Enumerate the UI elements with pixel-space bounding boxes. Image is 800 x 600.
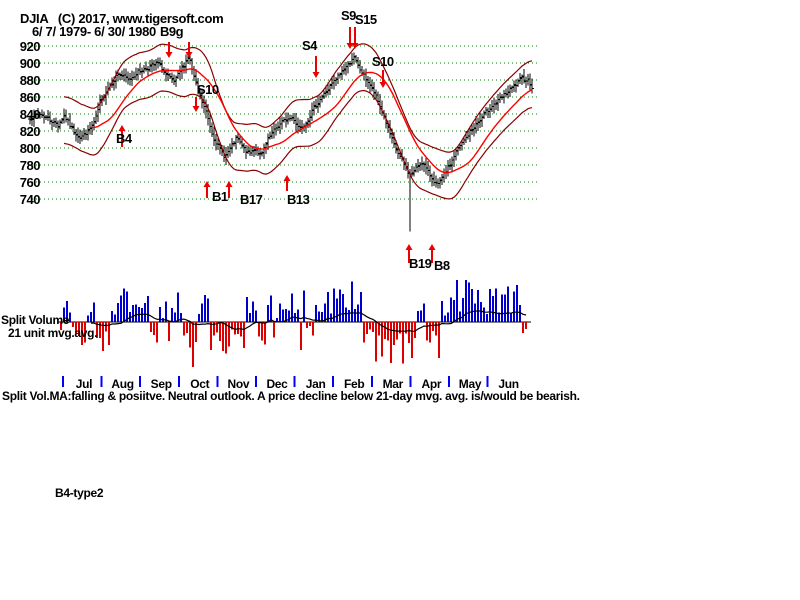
month-label: Jul	[75, 377, 93, 391]
signal-label-s10: S10	[372, 54, 394, 69]
split-volume-bars	[58, 280, 531, 367]
price-moving-average	[92, 68, 533, 174]
month-ticks	[62, 376, 489, 387]
chart-symbol-title: DJIA (C) 2017, www.tigersoft.com	[20, 11, 224, 26]
signal-label-s4: S4	[302, 38, 317, 53]
volume-moving-average	[91, 310, 527, 332]
month-label: Jan	[305, 377, 326, 391]
volume-pane-label: Split Volume	[1, 313, 70, 327]
signal-label-s9: S9	[341, 8, 356, 23]
y-axis-label: 860	[19, 90, 41, 105]
month-label: Sep	[150, 377, 172, 391]
signal-label-s15: S15	[355, 12, 377, 27]
month-label: Jun	[498, 377, 519, 391]
month-label: Oct	[190, 377, 210, 391]
month-label: Nov	[227, 377, 250, 391]
month-label: May	[458, 377, 482, 391]
y-axis-label: 780	[19, 158, 41, 173]
price-gridlines	[28, 45, 540, 200]
outlook-annotation: Split Vol.MA:falling & posiitve. Neutral…	[2, 389, 580, 403]
signal-arrows	[118, 27, 436, 263]
trading-bands	[63, 43, 533, 200]
signal-type-note: B4-type2	[55, 486, 104, 500]
signal-label-s10: S10	[197, 82, 219, 97]
y-axis-label: 900	[19, 56, 41, 71]
y-axis-label: 820	[19, 124, 41, 139]
y-axis-label: 740	[19, 192, 41, 207]
month-label: Aug	[111, 377, 134, 391]
ohlc-bars	[28, 52, 534, 232]
signal-label-b1: B1	[212, 189, 228, 204]
month-label: Feb	[343, 377, 365, 391]
month-label: Mar	[382, 377, 404, 391]
signal-label-b19: B19	[409, 256, 432, 271]
y-axis-label: 760	[19, 175, 41, 190]
chart-date-range: 6/ 7/ 1979- 6/ 30/ 1980	[32, 24, 156, 39]
signal-label-b9g: B9g	[160, 24, 184, 39]
y-axis-label: 920	[19, 39, 41, 54]
signal-label-b4: B4	[116, 131, 132, 146]
month-label: Apr	[421, 377, 442, 391]
y-axis-label: 800	[19, 141, 41, 156]
signal-label-b13: B13	[287, 192, 310, 207]
y-axis-label: 840	[19, 107, 41, 122]
signal-label-b17: B17	[240, 192, 263, 207]
signal-label-b8: B8	[434, 258, 450, 273]
month-label: Dec	[266, 377, 288, 391]
y-axis-label: 880	[19, 73, 41, 88]
volume-ma-label: 21 unit mvg.avg.	[8, 326, 98, 340]
